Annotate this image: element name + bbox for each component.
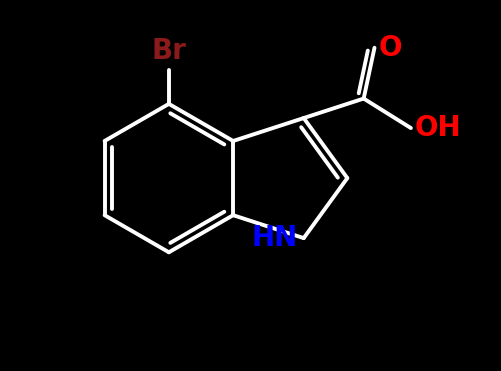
Text: O: O (378, 34, 402, 62)
Text: HN: HN (252, 224, 298, 252)
Text: OH: OH (415, 114, 461, 142)
Text: Br: Br (151, 37, 186, 65)
